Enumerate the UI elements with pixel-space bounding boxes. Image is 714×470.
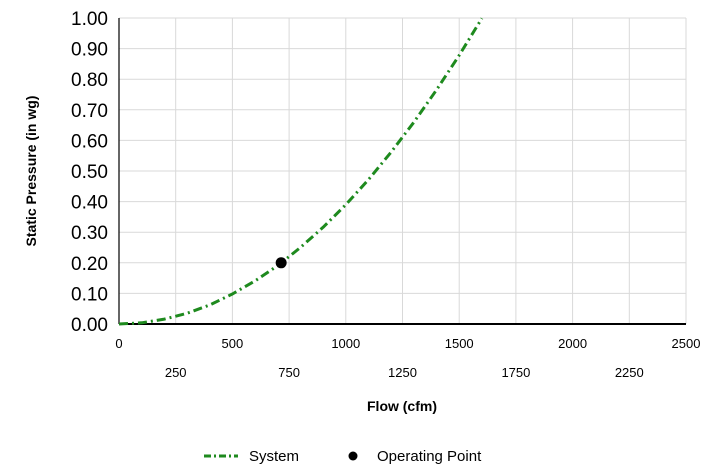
y-tick-label: 0.40	[71, 193, 108, 214]
series-layer	[118, 17, 484, 326]
y-tick-label: 0.90	[71, 40, 108, 61]
x-tick-label: 1000	[331, 336, 360, 351]
y-tick-label: 0.10	[71, 284, 108, 305]
legend: System Operating Point	[204, 448, 482, 465]
x-tick-label: 2250	[615, 365, 644, 380]
legend-system-label: System	[249, 448, 299, 465]
y-tick-labels: 0.00 0.10 0.20 0.30 0.40 0.50 0.60 0.70 0.80 0.90…	[71, 9, 108, 336]
x-tick-label: 2500	[672, 336, 701, 351]
axes	[118, 18, 686, 325]
y-tick-label: 0.30	[71, 223, 108, 244]
y-axis-label: Static Pressure (in wg)	[23, 96, 39, 247]
x-tick-label: 750	[278, 365, 300, 380]
x-tick-label: 250	[165, 365, 187, 380]
x-tick-label: 0	[115, 336, 122, 351]
y-tick-label: 0.50	[71, 162, 108, 183]
x-tick-labels: 0 500 1000 1500 2000 2500 250 750 1250 1750 2250	[115, 336, 700, 380]
x-tick-label: 1250	[388, 365, 417, 380]
operating-point-marker	[275, 257, 287, 269]
y-tick-label: 0.80	[71, 70, 108, 91]
y-tick-label: 1.00	[71, 9, 108, 30]
y-tick-label: 0.20	[71, 254, 108, 275]
system-curve	[118, 17, 484, 326]
x-tick-label: 1750	[501, 365, 530, 380]
x-tick-label: 2000	[558, 336, 587, 351]
x-axis-label: Flow (cfm)	[367, 398, 437, 414]
y-tick-label: 0.00	[71, 315, 108, 336]
x-tick-label: 1500	[445, 336, 474, 351]
x-tick-label: 500	[222, 336, 244, 351]
y-tick-label: 0.60	[71, 131, 108, 152]
legend-operating-point-label: Operating Point	[377, 448, 482, 465]
legend-operating-point-marker	[348, 451, 358, 461]
y-tick-label: 0.70	[71, 101, 108, 122]
grid	[118, 17, 687, 325]
